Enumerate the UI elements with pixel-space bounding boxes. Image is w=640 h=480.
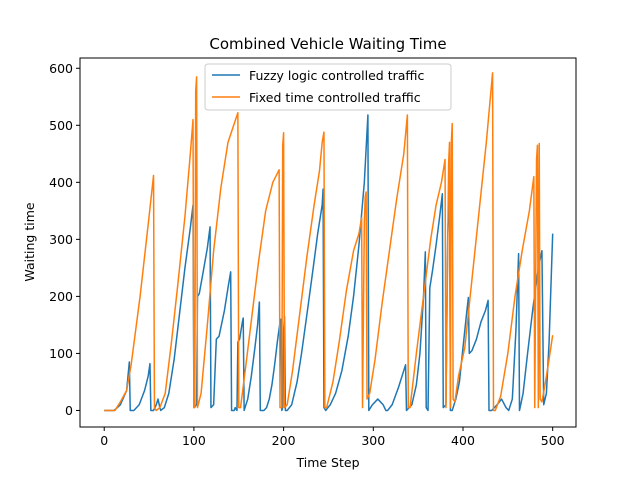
y-axis-label: Waiting time <box>22 202 37 281</box>
y-tick-label: 200 <box>49 289 73 304</box>
x-tick-label: 100 <box>182 433 206 448</box>
y-tick-label: 0 <box>65 403 73 418</box>
series-line-1 <box>104 72 554 412</box>
x-tick-label: 400 <box>451 433 475 448</box>
legend-label-fixed: Fixed time controlled traffic <box>249 90 421 105</box>
y-tick-label: 300 <box>49 232 73 247</box>
legend-label-fuzzy: Fuzzy logic controlled traffic <box>249 68 424 83</box>
x-tick-label: 500 <box>541 433 565 448</box>
chart-title: Combined Vehicle Waiting Time <box>209 35 446 53</box>
plot-area <box>79 57 577 428</box>
x-axis: 0 100 200 300 400 500 <box>100 427 565 448</box>
x-tick-label: 300 <box>361 433 385 448</box>
y-axis: 0 100 200 300 400 500 600 <box>49 61 80 418</box>
legend: Fuzzy logic controlled traffic Fixed tim… <box>204 63 452 111</box>
legend-box <box>204 63 452 111</box>
plot-frame <box>79 57 577 428</box>
y-tick-label: 400 <box>49 175 73 190</box>
x-tick-label: 200 <box>272 433 296 448</box>
x-tick-label: 0 <box>100 433 108 448</box>
y-tick-label: 500 <box>49 118 73 133</box>
y-tick-label: 100 <box>49 346 73 361</box>
x-axis-label: Time Step <box>295 455 359 470</box>
series-layer <box>104 72 554 412</box>
y-tick-label: 600 <box>49 61 73 76</box>
